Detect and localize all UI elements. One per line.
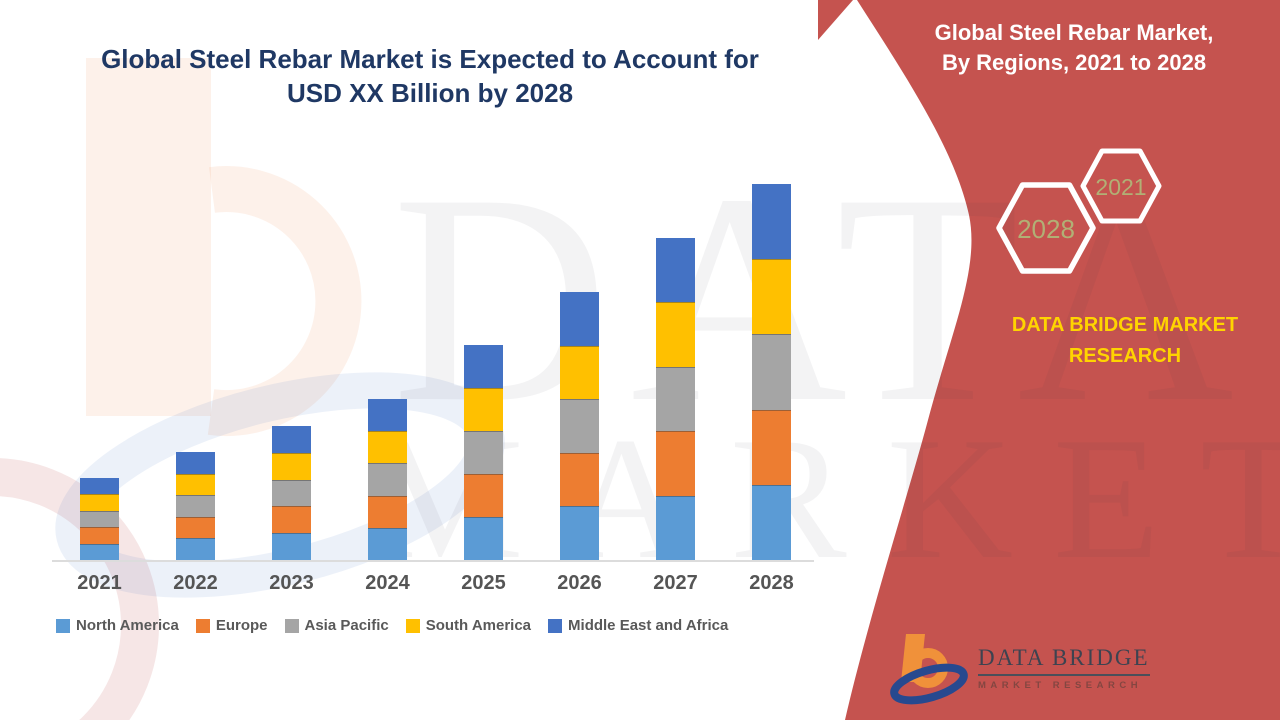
red-panel-main	[845, 0, 1280, 720]
x-axis-label-2023: 2023	[269, 572, 314, 594]
bar-segment-asia-pacific	[80, 510, 119, 528]
bar-segment-europe	[80, 527, 119, 544]
bar-segment-europe	[560, 452, 599, 507]
logo-text: DATA BRIDGE MARKET RESEARCH	[978, 645, 1150, 691]
chart-title-line1: Global Steel Rebar Market is Expected to…	[101, 44, 759, 74]
bar-segment-asia-pacific	[752, 334, 791, 410]
bar-segment-europe	[368, 495, 407, 528]
bar-2021	[80, 478, 119, 560]
bar-segment-north-america	[176, 538, 215, 560]
bar-segment-north-america	[80, 543, 119, 560]
bar-segment-middle-east-and-africa	[272, 426, 311, 453]
bar-2022	[176, 452, 215, 560]
panel-title-line1: Global Steel Rebar Market,	[934, 20, 1214, 45]
bar-segment-europe	[656, 431, 695, 496]
bar-2025	[464, 345, 503, 560]
logo-swoosh	[890, 663, 968, 705]
bar-segment-asia-pacific	[272, 479, 311, 507]
company-logo: DATA BRIDGE MARKET RESEARCH	[890, 630, 1260, 706]
bar-segment-europe	[272, 506, 311, 534]
logo-tagline: MARKET RESEARCH	[978, 680, 1143, 691]
legend-swatch	[56, 618, 70, 633]
bar-segment-asia-pacific	[656, 366, 695, 432]
bar-2024	[368, 399, 407, 560]
panel-title-line2: By Regions, 2021 to 2028	[941, 50, 1207, 75]
bar-segment-europe	[176, 516, 215, 539]
legend-label: South America	[425, 617, 532, 634]
bar-segment-middle-east-and-africa	[464, 345, 503, 388]
x-axis-label-2027: 2027	[653, 572, 698, 594]
legend-swatch	[195, 618, 210, 633]
legend-label: Asia Pacific	[304, 617, 389, 634]
panel-title: Global Steel Rebar Market, By Regions, 2…	[872, 18, 1276, 78]
x-axis-label-2025: 2025	[461, 572, 506, 594]
legend-item-asia-pacific: Asia Pacific	[284, 617, 389, 634]
logo-b-icon	[890, 634, 968, 705]
x-axis-label-2022: 2022	[173, 572, 218, 594]
legend-label: North America	[76, 617, 179, 634]
bar-segment-asia-pacific	[464, 431, 503, 474]
bar-segment-north-america	[560, 506, 599, 560]
bar-segment-south-america	[272, 452, 311, 480]
legend-item-south-america: South America	[405, 617, 532, 634]
legend-item-middle-east-and-africa: Middle East and Africa	[548, 617, 728, 634]
x-axis-label-2021: 2021	[77, 572, 122, 594]
bar-2023	[272, 426, 311, 560]
bar-segment-north-america	[368, 527, 407, 560]
red-panel-corner-sliver	[818, 0, 853, 40]
legend-item-north-america: North America	[56, 617, 179, 634]
legend-swatch	[548, 618, 563, 633]
bar-segment-south-america	[752, 259, 791, 335]
bar-segment-north-america	[656, 495, 695, 560]
bar-segment-north-america	[752, 484, 791, 560]
bar-segment-middle-east-and-africa	[80, 478, 119, 495]
bar-segment-middle-east-and-africa	[176, 452, 215, 474]
bar-segment-middle-east-and-africa	[368, 399, 407, 432]
bar-segment-middle-east-and-africa	[560, 292, 599, 346]
bar-segment-south-america	[560, 345, 599, 400]
x-axis-line	[52, 560, 814, 562]
bar-2028	[752, 184, 791, 560]
bar-segment-south-america	[464, 388, 503, 431]
legend-label: Middle East and Africa	[568, 617, 729, 634]
bar-2026	[560, 292, 599, 560]
x-axis-label-2026: 2026	[557, 572, 602, 594]
bar-segment-north-america	[272, 533, 311, 560]
bar-segment-europe	[752, 409, 791, 485]
brand-text-line1: DATA BRIDGE MARKET	[1011, 314, 1239, 336]
plot-area: 2021 2022 2023 2024 2025 2026 2027 2028	[52, 184, 814, 594]
bar-segment-south-america	[80, 494, 119, 511]
bar-segment-europe	[464, 474, 503, 517]
bar-segment-south-america	[368, 431, 407, 464]
brand-text: DATA BRIDGE MARKET RESEARCH	[972, 310, 1278, 372]
bar-segment-south-america	[176, 473, 215, 496]
bar-segment-asia-pacific	[368, 463, 407, 496]
chart-title: Global Steel Rebar Market is Expected to…	[0, 42, 860, 110]
logo-name: DATA BRIDGE	[978, 645, 1150, 676]
bar-segment-north-america	[464, 517, 503, 560]
bar-segment-asia-pacific	[560, 399, 599, 453]
bar-2027	[656, 238, 695, 560]
legend-swatch	[284, 618, 299, 633]
bar-segment-south-america	[656, 302, 695, 367]
bar-segment-asia-pacific	[176, 495, 215, 517]
legend-swatch	[405, 618, 420, 633]
bar-segment-middle-east-and-africa	[656, 238, 695, 303]
legend-label: Europe	[215, 617, 268, 634]
legend-item-europe: Europe	[195, 617, 268, 634]
chart-legend: North America Europe Asia Pacific South Ame…	[56, 617, 728, 634]
brand-text-line2: RESEARCH	[1068, 345, 1182, 367]
x-axis-label-2024: 2024	[365, 572, 410, 594]
bar-segment-middle-east-and-africa	[752, 184, 791, 260]
chart-title-line2: USD XX Billion by 2028	[286, 78, 574, 108]
x-axis-label-2028: 2028	[749, 572, 794, 594]
